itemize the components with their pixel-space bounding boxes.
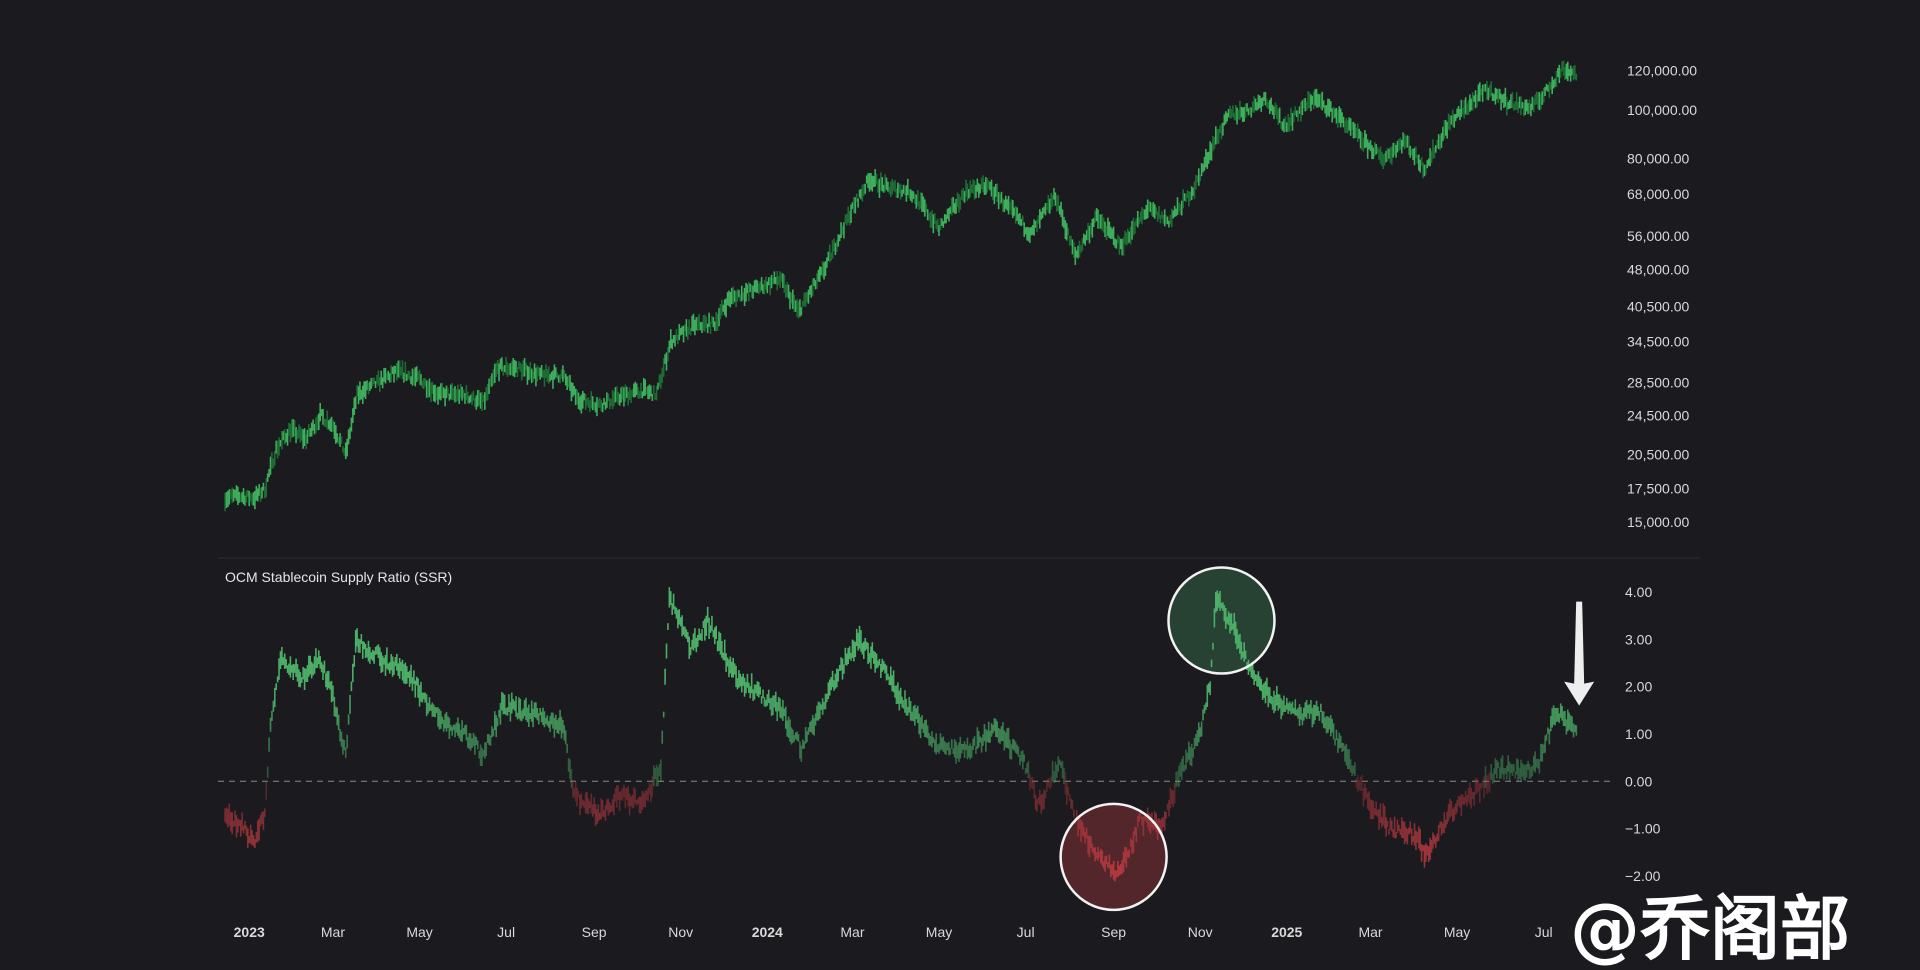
x-tick-label: Mar (1358, 924, 1382, 940)
x-tick-label: Jul (497, 924, 515, 940)
ssr-y-tick-label: 0.00 (1625, 773, 1652, 789)
green-highlight-circle (1167, 566, 1276, 675)
red-highlight-circle (1059, 802, 1168, 912)
ssr-y-tick-label: 3.00 (1625, 631, 1652, 647)
x-tick-label: Mar (321, 924, 345, 940)
x-tick-label: May (1444, 924, 1470, 940)
ssr-panel: OCM Stablecoin Supply Ratio (SSR) 4.00 3.… (218, 566, 1661, 912)
x-tick-label: May (926, 924, 952, 940)
x-tick-label: 2024 (752, 924, 783, 940)
x-axis: 2023 Mar May Jul Sep Nov 2024 Mar May Jul Sep Nov 20… (234, 924, 1553, 940)
x-tick-label: Sep (582, 924, 607, 940)
x-tick-label: Nov (1188, 924, 1213, 940)
ssr-panel-title: OCM Stablecoin Supply Ratio (SSR) (225, 569, 452, 585)
price-y-tick-label: 120,000.00 (1627, 63, 1697, 79)
x-tick-label: Mar (840, 924, 864, 940)
ssr-y-tick-label: 4.00 (1625, 584, 1652, 600)
down-arrow-annotation (1564, 601, 1595, 706)
ssr-y-tick-label: −2.00 (1625, 868, 1661, 884)
price-panel: 120,000.00 100,000.00 80,000.00 68,000.00 56… (224, 60, 1697, 530)
price-y-tick-label: 40,500.00 (1627, 298, 1689, 314)
x-tick-label: Sep (1101, 924, 1126, 940)
price-y-tick-label: 68,000.00 (1627, 186, 1689, 202)
ssr-y-tick-label: 2.00 (1625, 679, 1652, 695)
price-y-tick-label: 28,500.00 (1627, 375, 1689, 391)
x-tick-label: 2023 (234, 924, 265, 940)
price-y-tick-label: 24,500.00 (1627, 408, 1689, 424)
price-y-tick-label: 15,000.00 (1627, 514, 1689, 530)
price-y-tick-label: 80,000.00 (1627, 151, 1689, 167)
x-tick-label: Nov (668, 924, 693, 940)
x-tick-label: May (406, 924, 432, 940)
ssr-y-tick-label: −1.00 (1625, 821, 1661, 837)
price-y-tick-label: 20,500.00 (1627, 446, 1689, 462)
price-y-tick-label: 34,500.00 (1627, 333, 1689, 349)
price-y-tick-label: 100,000.00 (1627, 102, 1697, 118)
x-tick-label: Jul (1017, 924, 1035, 940)
x-tick-label: 2025 (1271, 924, 1302, 940)
price-y-tick-label: 48,000.00 (1627, 262, 1689, 278)
x-tick-label: Jul (1535, 924, 1553, 940)
watermark: @乔阁部 (1570, 888, 1850, 970)
ssr-y-tick-label: 1.00 (1625, 726, 1652, 742)
price-y-tick-label: 56,000.00 (1627, 228, 1689, 244)
price-y-tick-label: 17,500.00 (1627, 481, 1689, 497)
